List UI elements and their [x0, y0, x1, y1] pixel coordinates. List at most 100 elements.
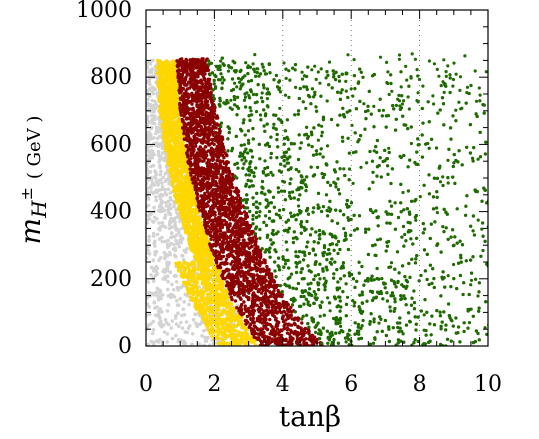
scatter-point [151, 258, 156, 263]
scatter-point [206, 278, 211, 282]
scatter-point [174, 280, 179, 284]
scatter-point [148, 212, 153, 217]
scatter-point [193, 312, 197, 317]
scatter-point [157, 312, 161, 317]
scatter-point [183, 268, 187, 272]
scatter-point [203, 339, 208, 343]
scatter-point [169, 216, 173, 221]
scatter-point [225, 322, 229, 326]
scatter-point [155, 232, 160, 237]
scatter-point [168, 100, 172, 105]
scatter-point [154, 290, 159, 295]
scatter-point [207, 263, 211, 267]
scatter-point [178, 234, 183, 238]
scatter-point [220, 310, 224, 314]
scatter-point [153, 253, 157, 257]
scatter-point [194, 296, 199, 300]
scatter-point [160, 184, 165, 189]
scatter-point [180, 237, 185, 241]
scatter-point [225, 341, 229, 346]
scatter-point [177, 261, 182, 265]
scatter-point [204, 248, 208, 253]
scatter-point [167, 205, 171, 209]
scatter-point [211, 286, 215, 290]
scatter-point [201, 57, 205, 61]
scatter-point [187, 207, 191, 211]
scatter-point [235, 333, 239, 337]
scatter-point [208, 310, 212, 314]
scatter-point [186, 201, 190, 205]
scatter-point [206, 305, 210, 310]
scatter-point [183, 202, 187, 206]
scatter-point [228, 292, 232, 296]
scatter-point [174, 131, 178, 135]
scatter-point [168, 211, 172, 216]
scatter-point [151, 151, 155, 156]
scatter-point [209, 318, 213, 323]
scatter-point [160, 142, 164, 147]
scatter-point [152, 266, 157, 271]
scatter-point [170, 182, 175, 186]
scatter-point [206, 256, 211, 261]
scatter-point [157, 294, 162, 299]
scatter-point [162, 63, 166, 67]
scatter-point [203, 239, 207, 243]
scatter-point [158, 291, 162, 295]
scatter-point [203, 320, 208, 325]
scatter-point [204, 271, 208, 276]
scatter-point [148, 94, 152, 98]
scatter-point [193, 302, 197, 306]
scatter-point [153, 99, 157, 104]
scatter-point [180, 253, 184, 258]
scatter-point [155, 58, 160, 63]
scatter-point [160, 187, 164, 192]
scatter-point [203, 335, 207, 340]
scatter-point [234, 329, 238, 333]
scatter-point [147, 305, 151, 309]
scatter-point [173, 145, 178, 150]
scatter-point [167, 62, 171, 66]
scatter-point [163, 172, 167, 176]
scatter-point [155, 190, 159, 195]
scatter-point [163, 225, 168, 229]
scatter-point [178, 136, 182, 141]
scatter-point [246, 335, 250, 339]
scatter-point [146, 88, 150, 93]
scatter-point [163, 87, 167, 91]
scatter-point [220, 313, 224, 317]
scatter-point [262, 324, 266, 328]
scatter-point [158, 164, 162, 168]
scatter-point [180, 326, 185, 330]
scatter-point [146, 145, 150, 149]
scatter-point [156, 71, 160, 75]
scatter-point [170, 282, 174, 287]
scatter-point [146, 342, 150, 346]
scatter-point [198, 244, 203, 248]
scatter-point [150, 178, 154, 182]
scatter-point [153, 174, 157, 179]
scatter-point [215, 311, 219, 316]
scatter-point [184, 190, 188, 194]
scatter-point [163, 79, 168, 84]
scatter-point [228, 333, 232, 337]
scatter-point [263, 261, 267, 265]
scatter-point [165, 141, 169, 146]
scatter-point [169, 231, 174, 235]
scatter-point [158, 108, 162, 113]
scatter-point [190, 260, 194, 265]
scatter-point [173, 248, 178, 253]
scatter-point [200, 288, 204, 292]
scatter-point [171, 165, 175, 169]
scatter-point [159, 73, 163, 78]
scatter-point [188, 189, 192, 193]
scatter-point [176, 241, 181, 245]
scatter-point [175, 94, 180, 98]
scatter-point [175, 299, 179, 303]
scatter-point [200, 266, 205, 271]
scatter-point [242, 300, 246, 304]
scatter-point [205, 316, 209, 320]
scatter-point [196, 258, 200, 262]
scatter-point [178, 145, 182, 150]
scatter-point [167, 115, 171, 120]
scatter-point [154, 125, 159, 130]
